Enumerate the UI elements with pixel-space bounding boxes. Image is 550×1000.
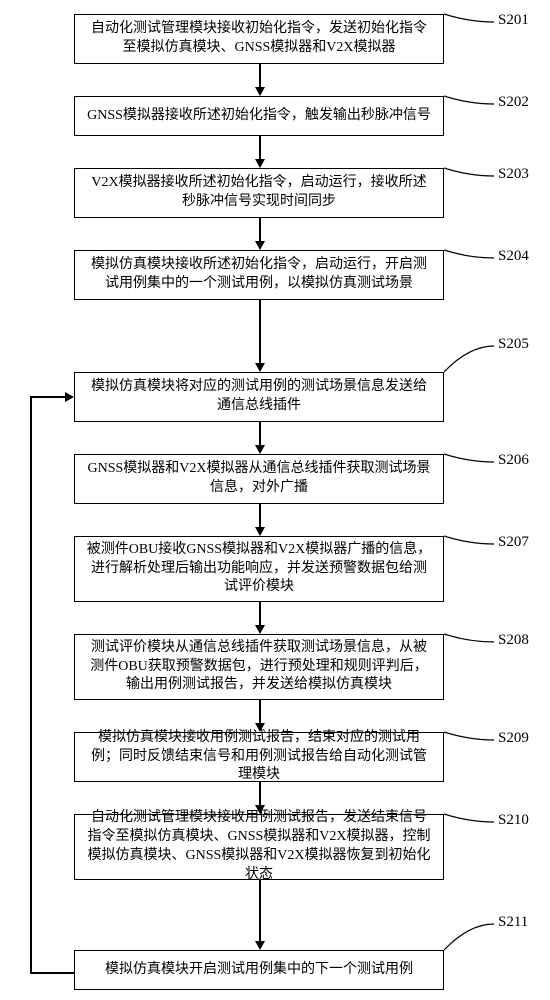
- arrow-head-down-icon: [255, 363, 265, 372]
- flow-node-s208: 测试评价模块从通信总线插件获取测试场景信息，从被测件OBU获取预警数据包，进行预…: [74, 634, 444, 700]
- step-label-s208: S208: [498, 632, 529, 649]
- leader-line: [444, 248, 494, 260]
- arrow-shaft: [259, 64, 261, 87]
- step-label-s210: S210: [498, 812, 529, 829]
- arrow-shaft: [259, 504, 261, 527]
- flow-node-text: V2X模拟器接收所述初始化指令，启动运行，接收所述秒脉冲信号实现时间同步: [85, 174, 433, 212]
- arrow-head-down-icon: [255, 445, 265, 454]
- flow-node-s202: GNSS模拟器接收所述初始化指令，触发输出秒脉冲信号: [74, 96, 444, 136]
- arrow-shaft: [259, 700, 261, 723]
- arrow-shaft: [259, 782, 261, 805]
- leader-line: [444, 812, 494, 824]
- flow-node-s211: 模拟仿真模块开启测试用例集中的下一个测试用例: [74, 950, 444, 990]
- step-label-s201: S201: [498, 12, 529, 29]
- arrow-head-down-icon: [255, 159, 265, 168]
- step-label-s211: S211: [498, 914, 528, 931]
- flow-node-s210: 自动化测试管理模块接收用例测试报告，发送结束信号指令至模拟仿真模块、GNSS模拟…: [74, 814, 444, 880]
- step-label-s207: S207: [498, 534, 529, 551]
- flow-node-text: 模拟仿真模块接收用例测试报告，结束对应的测试用例；同时反馈结束信号和用例测试报告…: [85, 729, 433, 786]
- leader-line: [444, 534, 494, 546]
- connector-line: [30, 972, 74, 974]
- flow-node-s206: GNSS模拟器和V2X模拟器从通信总线插件获取测试场景信息，对外广播: [74, 454, 444, 504]
- flow-node-s204: 模拟仿真模块接收所述初始化指令，启动运行，开启测试用例集中的一个测试用例，以模拟…: [74, 250, 444, 300]
- leader-line: [444, 166, 494, 178]
- flow-node-s203: V2X模拟器接收所述初始化指令，启动运行，接收所述秒脉冲信号实现时间同步: [74, 168, 444, 218]
- leader-line: [444, 344, 494, 374]
- arrow-head-down-icon: [255, 87, 265, 96]
- step-label-s202: S202: [498, 94, 529, 111]
- connector-line: [30, 396, 65, 398]
- flow-node-s201: 自动化测试管理模块接收初始化指令，发送初始化指令至模拟仿真模块、GNSS模拟器和…: [74, 14, 444, 64]
- step-label-s205: S205: [498, 336, 529, 353]
- arrow-shaft: [259, 602, 261, 625]
- step-label-s203: S203: [498, 166, 529, 183]
- arrow-shaft: [259, 880, 261, 941]
- arrow-head-down-icon: [255, 241, 265, 250]
- flow-node-text: GNSS模拟器接收所述初始化指令，触发输出秒脉冲信号: [87, 107, 431, 126]
- leader-line: [444, 94, 494, 106]
- flow-node-text: 自动化测试管理模块接收初始化指令，发送初始化指令至模拟仿真模块、GNSS模拟器和…: [85, 20, 433, 58]
- arrow-head-down-icon: [255, 941, 265, 950]
- step-label-s206: S206: [498, 452, 529, 469]
- flow-node-s205: 模拟仿真模块将对应的测试用例的测试场景信息发送给通信总线插件: [74, 372, 444, 422]
- connector-line: [30, 396, 32, 973]
- flow-node-text: 自动化测试管理模块接收用例测试报告，发送结束信号指令至模拟仿真模块、GNSS模拟…: [85, 809, 433, 885]
- flow-node-text: 被测件OBU接收GNSS模拟器和V2X模拟器广播的信息，进行解析处理后输出功能响…: [85, 541, 433, 598]
- flow-node-text: GNSS模拟器和V2X模拟器从通信总线插件获取测试场景信息，对外广播: [85, 460, 433, 498]
- flow-node-text: 模拟仿真模块接收所述初始化指令，启动运行，开启测试用例集中的一个测试用例，以模拟…: [85, 256, 433, 294]
- leader-line: [444, 922, 494, 952]
- step-label-s209: S209: [498, 730, 529, 747]
- flow-node-text: 测试评价模块从通信总线插件获取测试场景信息，从被测件OBU获取预警数据包，进行预…: [85, 639, 433, 696]
- flow-node-text: 模拟仿真模块开启测试用例集中的下一个测试用例: [105, 961, 413, 980]
- arrow-head-down-icon: [255, 527, 265, 536]
- flow-node-text: 模拟仿真模块将对应的测试用例的测试场景信息发送给通信总线插件: [85, 378, 433, 416]
- leader-line: [444, 632, 494, 644]
- step-label-s204: S204: [498, 248, 529, 265]
- arrow-shaft: [259, 422, 261, 445]
- leader-line: [444, 12, 494, 24]
- arrow-head-down-icon: [255, 723, 265, 732]
- flow-node-s207: 被测件OBU接收GNSS模拟器和V2X模拟器广播的信息，进行解析处理后输出功能响…: [74, 536, 444, 602]
- arrow-head-right-icon: [65, 392, 74, 402]
- arrow-shaft: [259, 300, 261, 363]
- flow-node-s209: 模拟仿真模块接收用例测试报告，结束对应的测试用例；同时反馈结束信号和用例测试报告…: [74, 732, 444, 782]
- leader-line: [444, 730, 494, 742]
- arrow-shaft: [259, 136, 261, 159]
- flowchart-canvas: 自动化测试管理模块接收初始化指令，发送初始化指令至模拟仿真模块、GNSS模拟器和…: [0, 0, 550, 1000]
- arrow-head-down-icon: [255, 625, 265, 634]
- leader-line: [444, 452, 494, 464]
- arrow-head-down-icon: [255, 805, 265, 814]
- arrow-shaft: [259, 218, 261, 241]
